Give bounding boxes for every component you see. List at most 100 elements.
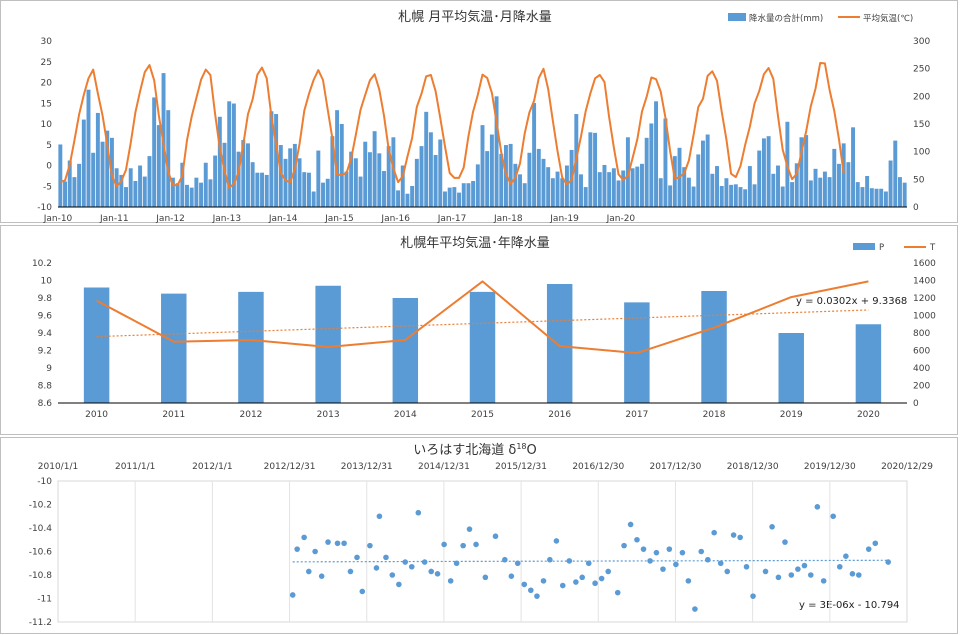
precip-bar bbox=[316, 150, 321, 207]
precip-bar bbox=[560, 178, 565, 207]
y-left-tick-label: 10.2 bbox=[32, 259, 52, 269]
data-point bbox=[653, 549, 660, 556]
precip-bar bbox=[668, 185, 673, 207]
precip-bar bbox=[86, 89, 91, 207]
data-point bbox=[354, 554, 360, 561]
data-point bbox=[305, 568, 312, 575]
precip-bar bbox=[804, 135, 809, 207]
data-point bbox=[698, 548, 705, 555]
data-point bbox=[673, 561, 679, 568]
precip-bar bbox=[757, 150, 762, 207]
data-point bbox=[341, 540, 347, 547]
legend-swatch-p bbox=[853, 243, 875, 250]
x-tick-label: 2019 bbox=[780, 410, 803, 420]
precip-bar bbox=[63, 181, 68, 207]
precip-bar bbox=[124, 187, 128, 207]
precip-bar bbox=[522, 183, 527, 207]
legend-label-temp: 平均気温(℃) bbox=[863, 13, 913, 24]
legend-label-p: P bbox=[879, 243, 884, 253]
precip-bar bbox=[428, 132, 433, 207]
legend-label-t: T bbox=[929, 243, 936, 253]
precip-bar bbox=[672, 156, 677, 207]
data-point bbox=[634, 536, 640, 543]
data-point bbox=[598, 575, 605, 582]
x-tick-label: 2015/12/31 bbox=[495, 462, 547, 472]
precip-bar bbox=[372, 131, 377, 207]
x-tick-label: Jan-17 bbox=[437, 214, 467, 224]
precip-bar bbox=[189, 187, 194, 207]
precip-bar bbox=[691, 186, 696, 207]
annual-precip-bar bbox=[778, 333, 804, 403]
precip-bar bbox=[822, 171, 827, 207]
precip-bar bbox=[419, 146, 424, 207]
precip-bar bbox=[344, 171, 349, 207]
y-tick-label: -11 bbox=[37, 595, 52, 605]
x-tick-label: 2011 bbox=[162, 410, 185, 420]
precip-bar bbox=[236, 151, 241, 207]
precip-bar bbox=[72, 177, 77, 207]
data-point bbox=[762, 568, 769, 575]
precip-bar bbox=[438, 139, 443, 207]
data-point bbox=[836, 563, 843, 570]
precip-bar bbox=[855, 182, 860, 207]
precip-bar bbox=[325, 178, 330, 207]
precip-bar bbox=[457, 192, 462, 207]
y-left-tick-label: 9 bbox=[46, 364, 52, 374]
data-point bbox=[559, 582, 566, 589]
precip-bar bbox=[597, 172, 602, 207]
annual-precip-bar bbox=[83, 287, 110, 403]
precip-bar bbox=[185, 184, 189, 207]
precip-bar bbox=[696, 154, 701, 207]
precip-bar bbox=[888, 160, 893, 207]
precip-bar bbox=[133, 180, 138, 207]
data-point bbox=[376, 513, 383, 520]
data-point bbox=[573, 579, 579, 585]
title-superscript: 18 bbox=[516, 442, 526, 451]
data-point bbox=[534, 593, 540, 599]
precip-bar bbox=[588, 132, 593, 207]
x-tick-label: Jan-18 bbox=[493, 214, 523, 224]
monthly-chart-panel: 札幌 月平均気温･月降水量 降水量の合計(mm) 平均気温(℃) -10 -5 0 5… bbox=[0, 0, 958, 224]
y-left-tick-label: 20 bbox=[41, 79, 53, 89]
data-point bbox=[849, 571, 856, 577]
data-point bbox=[447, 578, 454, 584]
precip-bar bbox=[203, 162, 208, 207]
y-right-tick-label: 1200 bbox=[913, 294, 936, 304]
data-point bbox=[428, 568, 435, 575]
precip-bar bbox=[883, 191, 888, 207]
data-point bbox=[502, 556, 508, 563]
data-point bbox=[711, 529, 717, 536]
data-point bbox=[820, 578, 827, 584]
precip-bar bbox=[217, 116, 222, 207]
legend-swatch-precip bbox=[728, 13, 746, 21]
x-tick-label: Jan-16 bbox=[380, 214, 410, 224]
y-right-tick-label: 250 bbox=[913, 65, 930, 75]
precip-bar bbox=[546, 167, 551, 207]
annual-chart: 札幌年平均気温･年降水量 P T y = 0.0302x + 9.3368 8.… bbox=[32, 235, 936, 420]
data-point bbox=[294, 546, 300, 552]
precip-bar bbox=[724, 178, 729, 207]
precip-bar bbox=[443, 191, 447, 207]
precip-bar bbox=[245, 143, 250, 207]
precip-bar bbox=[386, 146, 391, 207]
precip-bar bbox=[114, 168, 119, 207]
precip-bar bbox=[640, 163, 644, 207]
precip-bar bbox=[461, 183, 466, 207]
precip-bar bbox=[494, 96, 499, 207]
data-point bbox=[830, 513, 837, 520]
precip-bar bbox=[630, 168, 635, 207]
x-tick-label: 2020/12/29 bbox=[881, 462, 933, 472]
precip-bar bbox=[621, 170, 626, 207]
precip-bar bbox=[527, 152, 532, 207]
chart-title: いろはす北海道 δ18O bbox=[413, 442, 537, 458]
precip-bar bbox=[156, 125, 161, 207]
data-point bbox=[685, 578, 692, 584]
data-point bbox=[795, 566, 801, 572]
data-point bbox=[717, 560, 724, 567]
x-tick-label: 2015 bbox=[471, 410, 494, 420]
x-tick-label: Jan-13 bbox=[212, 214, 242, 224]
precip-bar bbox=[794, 163, 799, 207]
precip-bar bbox=[729, 184, 734, 207]
precip-bar bbox=[349, 151, 354, 207]
data-point bbox=[441, 541, 447, 548]
